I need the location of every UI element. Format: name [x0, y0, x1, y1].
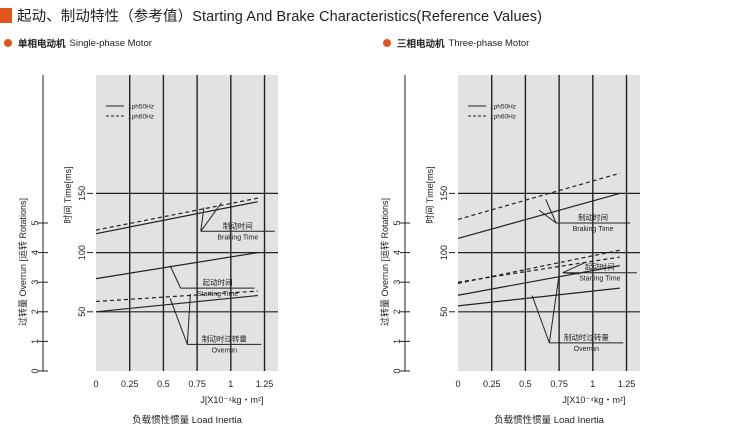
- annotation-label-en: Overrun: [574, 346, 599, 353]
- annotation-leader: [169, 265, 182, 289]
- three-phase-name-en: Three-phase Motor: [448, 37, 530, 49]
- single-phase-name-cn: 单相电动机: [18, 39, 66, 50]
- annotation-label-cn: 制动时过转量: [564, 332, 609, 342]
- overrun-tick-label: 2: [30, 309, 40, 314]
- x-axis-sublabel: 负载惯性惯量 Load Inertia: [132, 414, 243, 426]
- annotation-leader: [531, 295, 550, 344]
- series-line-braking-dashed: [457, 172, 620, 221]
- three-phase-name-cn: 三相电动机: [397, 39, 445, 50]
- single-phase-name-en: Single-phase Motor: [69, 37, 152, 49]
- annotation-label-en: Braking Time: [573, 226, 614, 233]
- annotation-leader: [200, 207, 205, 232]
- annotation-label-cn: 制动时间: [223, 220, 253, 230]
- x-tick-label: 0.75: [188, 379, 206, 389]
- overrun-tick-label: 5: [30, 220, 40, 225]
- overrun-tick-label: 5: [392, 220, 402, 225]
- x-tick-label: 1.25: [256, 379, 274, 389]
- bullet-icon: [4, 39, 12, 47]
- x-tick-label: 0: [93, 379, 98, 389]
- x-tick-label: 0.5: [519, 379, 532, 389]
- annotation-leader: [186, 294, 191, 345]
- series-line-starting-solid: [457, 265, 620, 296]
- time-axis-label: 时间 Time[ms]: [62, 166, 73, 223]
- series-line-overrun-solid: [95, 294, 258, 313]
- overrun-tick-label: 3: [392, 280, 402, 285]
- series-line-overrun-dashed: [457, 256, 620, 283]
- time-tick-label: 150: [77, 186, 87, 201]
- three-phase-header: 三相电动机 Three-phase Motor: [383, 36, 529, 50]
- x-tick-label: 0.75: [550, 379, 568, 389]
- page-title-text: 起动、制动特性（参考值）Starting And Brake Character…: [17, 8, 543, 25]
- x-tick-label: 1.25: [618, 379, 636, 389]
- legend-label: 1ph50Hz: [490, 104, 516, 111]
- overrun-tick-label: 2: [392, 309, 402, 314]
- three-phase-chart: 0 0.25 0.5 0.75 1 1.25 50 100 150 时间 Time[ms] 0 1 2 3…: [379, 75, 640, 426]
- plot-area: [96, 75, 278, 371]
- annotation-leader: [200, 202, 222, 232]
- annotation-label-cn: 起动时间: [585, 262, 615, 272]
- bullet-icon: [383, 39, 391, 47]
- annotation-label-en: Overrun: [212, 347, 237, 354]
- annotation-leader: [548, 274, 560, 343]
- annotation-label-en: Starting Time: [197, 291, 238, 298]
- annotation-label-cn: 起动时间: [203, 277, 233, 287]
- x-tick-label: 1: [590, 379, 595, 389]
- overrun-tick-label: 1: [30, 339, 40, 344]
- legend-label: 1ph50Hz: [128, 104, 154, 111]
- annotation-label-en: Braking Time: [217, 234, 258, 241]
- x-tick-label: 1: [228, 379, 233, 389]
- overrun-axis-label: 过转量 Overrun [运转 Rotations]: [17, 198, 28, 326]
- time-tick-label: 150: [439, 186, 449, 201]
- time-tick-label: 50: [77, 307, 87, 317]
- series-line-braking-solid: [95, 201, 258, 235]
- single-phase-header: 单相电动机 Single-phase Motor: [4, 36, 152, 50]
- annotation-label-cn: 制动时过转量: [202, 333, 247, 343]
- time-tick-label: 100: [439, 245, 449, 260]
- annotation-leader: [562, 261, 587, 274]
- title-marker: [0, 7, 12, 23]
- time-axis-label: 时间 Time[ms]: [424, 166, 435, 223]
- page-title: 起动、制动特性（参考值）Starting And Brake Character…: [0, 4, 542, 26]
- legend-label: 1ph60Hz: [128, 114, 154, 121]
- overrun-tick-label: 3: [30, 280, 40, 285]
- x-tick-label: 0.5: [157, 379, 170, 389]
- x-tick-label: 0.25: [121, 379, 139, 389]
- single-phase-chart: 0 0.25 0.5 0.75 1 1.25 50 100 150 时间 Time[ms] 0 1 2 3…: [17, 75, 278, 426]
- annotation-leader: [169, 298, 188, 345]
- overrun-tick-label: 1: [392, 339, 402, 344]
- legend-label: 1ph60Hz: [490, 114, 516, 121]
- series-line-braking-solid: [457, 192, 620, 239]
- overrun-tick-label: 4: [392, 250, 402, 255]
- x-axis-sublabel: 负载惯性惯量 Load Inertia: [494, 414, 605, 426]
- x-axis-label: J[X10⁻⁴kg・m²]: [562, 395, 625, 405]
- time-tick-label: 100: [77, 245, 87, 260]
- x-tick-label: 0.25: [483, 379, 501, 389]
- annotation-leader: [538, 209, 557, 224]
- series-line-overrun-solid: [457, 287, 620, 307]
- annotation-leader: [562, 272, 580, 275]
- x-tick-label: 0: [455, 379, 460, 389]
- series-line-overrun-dashed: [95, 290, 258, 303]
- overrun-tick-label: 0: [30, 368, 40, 373]
- overrun-axis-label: 过转量 Overrun [运转 Rotations]: [379, 198, 390, 326]
- x-axis-label: J[X10⁻⁴kg・m²]: [200, 395, 263, 405]
- time-tick-label: 50: [439, 307, 449, 317]
- annotation-label-cn: 制动时间: [578, 212, 608, 222]
- annotation-label-en: Starting Time: [579, 276, 620, 283]
- overrun-tick-label: 0: [392, 368, 402, 373]
- annotation-leader: [545, 199, 557, 224]
- series-line-starting-solid: [95, 252, 258, 280]
- overrun-tick-label: 4: [30, 250, 40, 255]
